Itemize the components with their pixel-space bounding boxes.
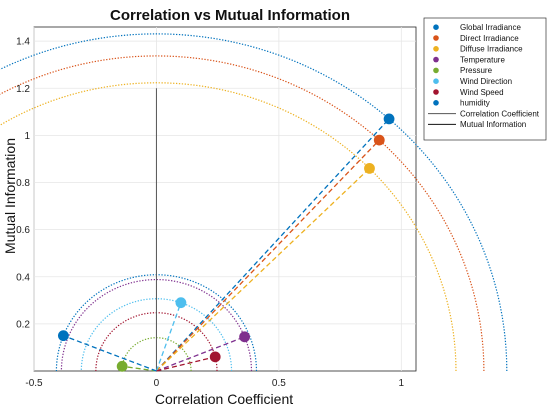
legend-label: Pressure — [460, 66, 493, 75]
legend-marker — [433, 35, 439, 41]
mi-arc — [0, 55, 485, 372]
data-point — [209, 351, 221, 363]
y-tick-label: 0.2 — [16, 319, 30, 330]
x-tick-label: 1 — [399, 378, 405, 389]
legend-label: Wind Direction — [460, 77, 512, 86]
mi-arc — [0, 82, 457, 372]
x-axis-title: Correlation Coefficient — [155, 391, 293, 407]
legend-marker — [433, 24, 439, 31]
data-point — [383, 113, 395, 125]
legend-label: Mutual Information — [460, 120, 526, 129]
plot-frame — [33, 26, 417, 372]
legend: Global Irradiance Direct Irradiance Diffus… — [423, 17, 547, 141]
data-ray — [155, 167, 370, 372]
plot-area — [0, 26, 508, 372]
data-point — [175, 297, 187, 309]
legend-label: Direct Irradiance — [460, 34, 519, 43]
legend-marker — [433, 46, 439, 52]
mi-arc — [60, 278, 253, 372]
legend-marker — [433, 89, 439, 95]
data-ray — [155, 118, 390, 372]
legend-label: humidity — [460, 99, 490, 108]
data-points — [57, 113, 395, 372]
legend-items: Global Irradiance Direct Irradiance Diffus… — [428, 23, 540, 129]
legend-marker — [433, 78, 439, 84]
grid-lines — [33, 27, 416, 371]
data-point — [364, 162, 375, 174]
legend-label: Temperature — [460, 55, 505, 64]
data-point — [116, 360, 128, 372]
y-tick-label: 1.4 — [16, 37, 30, 48]
legend-marker — [433, 56, 439, 63]
x-tick-label: 0.5 — [272, 378, 286, 389]
data-point — [239, 331, 250, 343]
data-ray — [63, 335, 157, 372]
mi-arc — [80, 298, 233, 372]
y-tick-label: 1 — [24, 131, 30, 142]
y-tick-label: 0.6 — [16, 225, 30, 236]
data-point — [57, 330, 69, 342]
data-ray — [155, 302, 182, 372]
legend-marker — [433, 100, 439, 106]
data-ray — [155, 139, 380, 372]
x-tick-labels: -0.5 0 0.5 1 — [25, 378, 404, 389]
y-tick-labels: 0.2 0.4 0.6 0.8 1 1.2 1.4 — [16, 37, 30, 331]
legend-label: Diffuse Irradiance — [460, 45, 523, 54]
x-tick-label: 0 — [154, 378, 160, 389]
legend-marker — [433, 67, 439, 74]
data-ray — [156, 356, 216, 372]
y-tick-label: 0.8 — [16, 178, 30, 189]
y-tick-label: 1.2 — [16, 84, 30, 95]
legend-label: Correlation Coefficient — [460, 109, 540, 118]
data-point — [373, 134, 385, 146]
legend-box — [423, 17, 547, 141]
x-tick-label: -0.5 — [25, 378, 43, 389]
chart-title: Correlation vs Mutual Information — [110, 7, 350, 24]
dashed-rays — [63, 118, 390, 372]
legend-label: Global Irradiance — [460, 23, 521, 32]
y-tick-label: 0.4 — [16, 272, 30, 283]
y-axis-title: Mutual Information — [2, 138, 18, 254]
legend-label: Wind Speed — [460, 88, 504, 97]
mi-arc — [0, 33, 508, 372]
data-ray — [122, 365, 157, 372]
